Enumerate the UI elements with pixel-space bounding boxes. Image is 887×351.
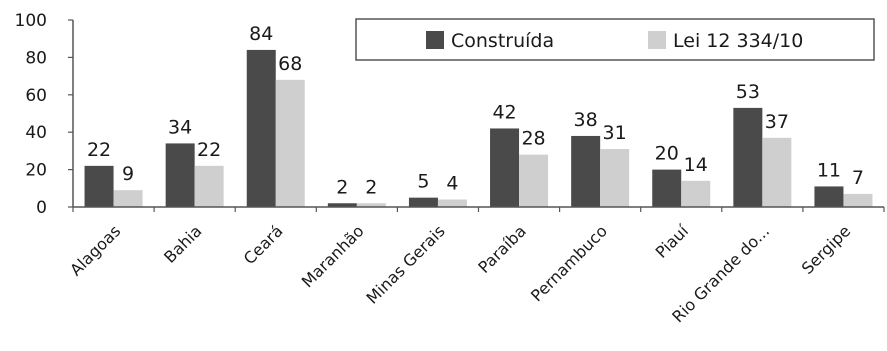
y-axis: 0 20 40 60 80 100 [15,11,74,218]
bar [327,203,357,207]
legend-swatch [648,31,666,49]
bars [84,49,873,207]
data-label: 2 [365,176,377,198]
y-tick-label: 60 [25,86,47,106]
bar [437,199,467,207]
bar [519,154,549,207]
data-label: 22 [87,139,111,161]
x-tick-label: Sergipe [798,221,855,278]
data-label: 9 [122,163,134,185]
bar [84,165,114,207]
data-label: 38 [574,109,598,131]
data-label: 53 [736,81,760,103]
data-label: 20 [655,143,679,165]
x-tick-label: Pernambuco [527,221,611,305]
data-label: 42 [492,101,516,123]
legend-label: Construída [451,30,554,52]
y-tick-label: 40 [25,123,47,143]
legend-swatch [426,31,444,49]
data-label: 34 [168,116,192,138]
bar [356,203,386,207]
x-tick-label: Paraíba [474,221,530,277]
y-tick-label: 0 [36,198,47,218]
data-label: 84 [249,23,273,45]
data-label: 28 [521,128,545,150]
bar [733,107,763,207]
data-label: 11 [817,159,841,181]
x-tick-label: Maranhão [298,221,368,291]
legend: Construída Lei 12 334/10 [355,18,875,61]
data-label: 14 [684,154,708,176]
bar [681,180,711,207]
bar [490,128,520,207]
bar [652,169,682,207]
bar [571,135,601,207]
bar [194,165,224,207]
bar [408,197,438,207]
y-tick-label: 20 [25,161,47,181]
data-label: 4 [446,173,458,195]
data-label: 31 [603,122,627,144]
legend-label: Lei 12 334/10 [673,30,803,52]
y-tick-label: 100 [15,11,47,31]
x-tick-label: Piauí [652,221,693,262]
x-tick-label: Alagoas [66,221,124,279]
bar [165,143,195,207]
bar [113,190,143,207]
bar [814,186,844,207]
data-label: 22 [197,139,221,161]
bar [600,149,630,207]
bar [246,49,276,207]
x-tick-label: Bahia [160,221,205,266]
x-tick-label: Minas Gerais [362,221,448,307]
x-tick-label: Ceará [240,221,287,268]
bar [762,137,792,207]
data-label: 2 [336,176,348,198]
data-label: 37 [765,111,789,133]
bar [843,193,873,207]
data-label: 5 [417,171,429,193]
bar [275,79,305,207]
data-label: 7 [852,167,864,189]
y-tick-label: 80 [25,48,47,68]
data-label: 68 [278,53,302,75]
